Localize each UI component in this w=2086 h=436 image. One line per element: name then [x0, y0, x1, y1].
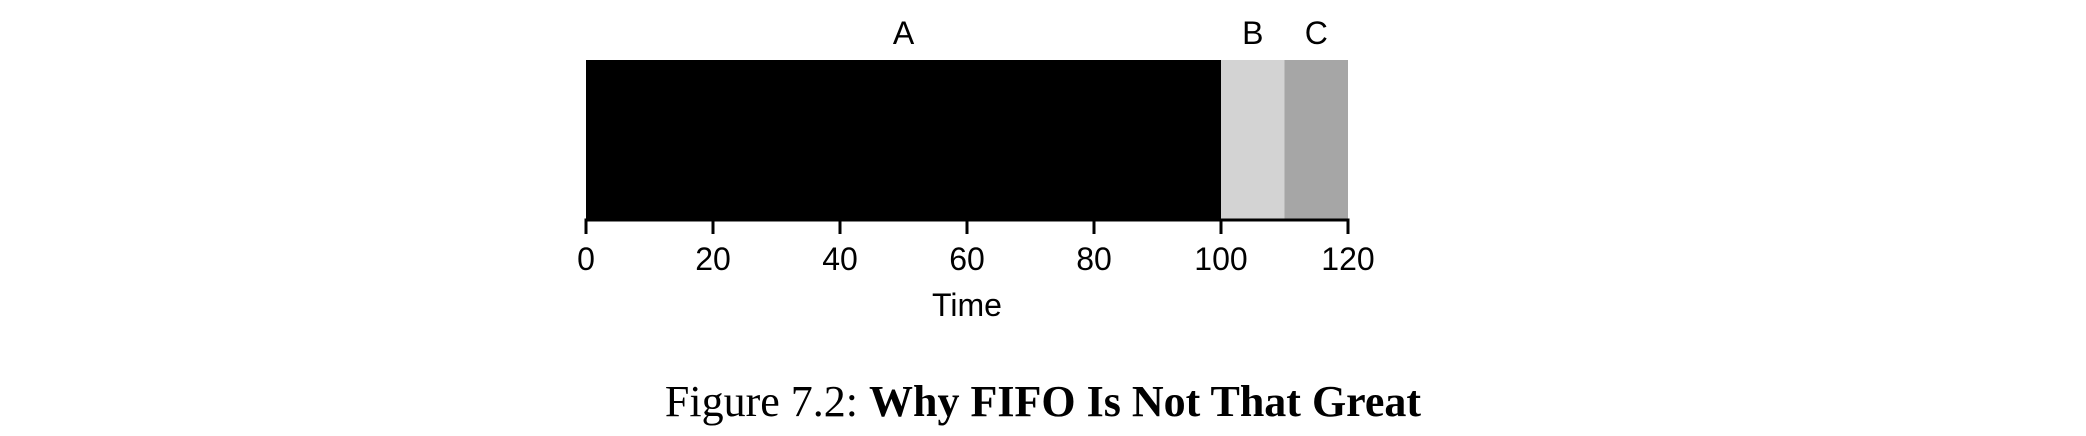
segment-b — [1221, 60, 1285, 220]
caption-prefix: Figure 7.2: — [664, 377, 859, 426]
x-tick-label: 40 — [822, 241, 858, 277]
x-tick-label: 60 — [949, 241, 985, 277]
segment-c — [1284, 60, 1348, 220]
segment-label-b: B — [1242, 15, 1263, 51]
caption-title: Why FIFO Is Not That Great — [869, 377, 1422, 426]
x-tick-label: 120 — [1321, 241, 1374, 277]
segment-label-c: C — [1305, 15, 1328, 51]
segment-a — [586, 60, 1221, 220]
segment-labels-layer: A B C — [893, 15, 1328, 51]
segment-label-a: A — [893, 15, 915, 51]
x-tick-label: 0 — [577, 241, 595, 277]
segments-layer — [586, 60, 1348, 220]
figure-caption: Figure 7.2: Why FIFO Is Not That Great — [0, 376, 2086, 427]
x-axis-label: Time — [932, 287, 1002, 323]
x-tick-label: 20 — [695, 241, 731, 277]
x-tick-label: 100 — [1194, 241, 1247, 277]
x-tick-label: 80 — [1076, 241, 1112, 277]
x-ticks-layer: 0 20 40 60 80 100 120 — [577, 220, 1375, 277]
